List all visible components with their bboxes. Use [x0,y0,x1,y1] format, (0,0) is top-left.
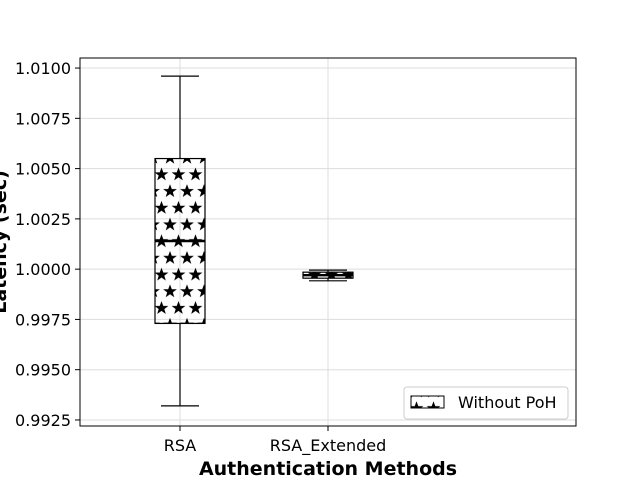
legend-label: Without PoH [458,393,557,412]
y-tick-label: 0.9950 [15,361,71,380]
y-tick-label: 0.9925 [15,411,71,430]
y-tick-label: 0.9975 [15,310,71,329]
y-axis-ticks: 0.9925 0.9950 0.9975 1.0000 1.0025 1.0050 1.00… [15,59,80,430]
y-tick-label: 1.0100 [15,59,71,78]
y-tick-label: 1.0025 [15,210,71,229]
legend-frame [403,386,569,420]
legend: Without PoH [403,386,569,420]
x-axis-title: Authentication Methods [199,458,457,480]
y-tick-label: 1.0075 [15,109,71,128]
x-tick-label: RSA [164,436,197,455]
box-rsa [154,75,206,407]
y-tick-label: 1.0000 [15,260,71,279]
x-tick-label: RSA_Extended [270,436,387,456]
plot-frame [79,57,577,427]
box-rsa-extended [302,269,354,282]
y-axis-title: Latency (sec) [0,170,11,314]
y-tick-label: 1.0050 [15,160,71,179]
boxes [154,75,354,407]
x-axis-ticks: RSA RSA_Extended [164,426,387,456]
legend-swatch [410,395,445,409]
